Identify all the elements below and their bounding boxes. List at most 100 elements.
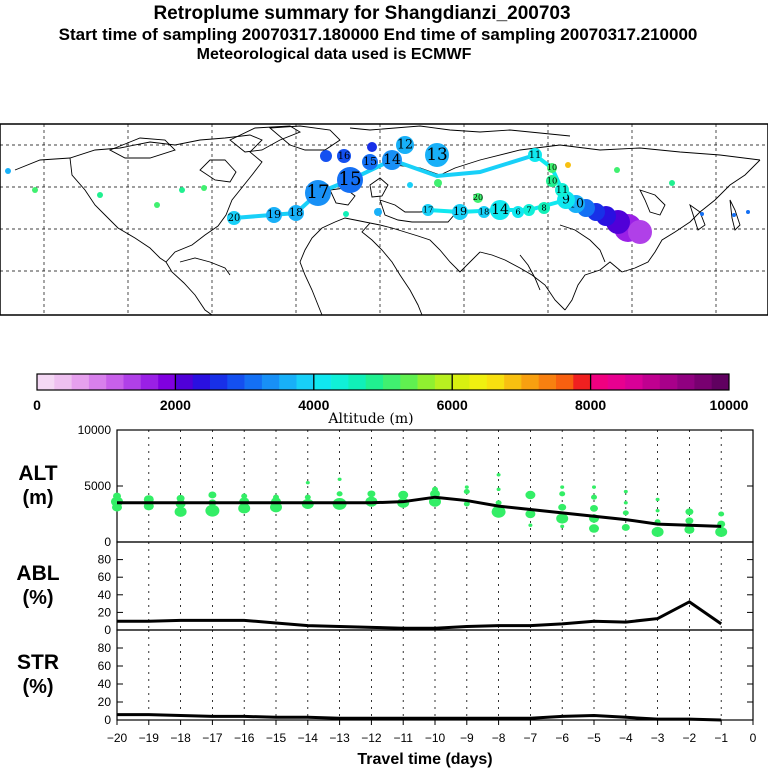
altitude-point [208, 491, 217, 499]
plume-point [288, 205, 304, 221]
altitude-point [592, 485, 596, 489]
altitude-point [174, 506, 187, 517]
colorbar-swatch [37, 374, 55, 390]
x-tick-label: −13 [329, 731, 350, 745]
plume-day-label: 8 [541, 202, 546, 212]
colorbar-swatch [469, 374, 488, 390]
plume-point [227, 211, 241, 225]
time-series-panels: 0500010000ALT(m)020406080ABL(%)020406080… [16, 423, 756, 768]
altitude-point [273, 494, 279, 500]
altitude-point [398, 490, 409, 500]
y-tick-label: 60 [98, 659, 112, 673]
plume-point [422, 204, 434, 216]
plume-point [337, 167, 363, 193]
x-tick-label: −16 [234, 731, 255, 745]
altitude-point [685, 517, 694, 525]
panel-ylabel-unit: (%) [22, 587, 53, 609]
plume-day-label: 15 [363, 155, 377, 168]
panel-ylabel: ALT [18, 462, 57, 485]
plume-point [628, 220, 652, 244]
x-tick-label: −6 [555, 731, 569, 745]
plume-point [396, 136, 414, 154]
plume-point [700, 212, 704, 216]
colorbar-swatch [677, 374, 695, 390]
x-tick-label: −11 [393, 731, 413, 745]
plume-point [538, 202, 550, 214]
colorbar-swatch [711, 374, 730, 390]
plume-point [407, 182, 413, 188]
x-tick-label: −8 [492, 731, 506, 745]
altitude-point [304, 494, 311, 500]
panel-ylabel: STR [17, 651, 59, 674]
x-tick-label: 0 [750, 731, 757, 745]
plume-point [179, 187, 185, 193]
y-tick-label: 80 [98, 553, 112, 567]
altitude-point [463, 501, 470, 507]
colorbar-tick-label: 10000 [710, 397, 749, 413]
colorbar-tick-label: 8000 [575, 397, 606, 413]
y-tick-label: 5000 [84, 479, 111, 493]
plume-day-label: 18 [289, 206, 303, 219]
colorbar-swatch [88, 374, 107, 390]
colorbar-swatch [192, 374, 211, 390]
y-tick-label: 10000 [78, 423, 112, 437]
colorbar-tick-label: 6000 [437, 397, 468, 413]
x-tick-label: −2 [683, 731, 697, 745]
plume-day-label: 13 [426, 144, 447, 164]
y-tick-label: 0 [104, 713, 111, 727]
mean-altitude-line [117, 495, 722, 528]
altitude-point [622, 510, 629, 516]
colorbar-swatch [175, 374, 193, 390]
colorbar-swatch [140, 374, 159, 390]
plume-day-label: 6 [515, 206, 520, 216]
colorbar-swatch [106, 374, 124, 390]
y-tick-label: 0 [104, 623, 111, 637]
plume-point [614, 167, 620, 173]
plume-point [97, 192, 103, 198]
plume-point [732, 213, 736, 217]
plume-day-label: 14 [383, 152, 401, 168]
x-tick-label: −14 [298, 731, 319, 745]
x-tick-label: −12 [361, 731, 382, 745]
y-tick-label: 80 [98, 641, 112, 655]
y-tick-label: 20 [98, 605, 112, 619]
altitude-point [337, 477, 342, 481]
plume-point [555, 183, 569, 197]
altitude-point [685, 508, 694, 516]
plume-point [565, 162, 571, 168]
y-tick-label: 60 [98, 570, 112, 584]
altitude-point [464, 485, 469, 489]
colorbar-swatch [538, 374, 557, 390]
colorbar-swatch [365, 374, 384, 390]
plume-point [337, 149, 351, 163]
plume-point [523, 204, 535, 216]
colorbar-swatch [279, 374, 297, 390]
plume-point [669, 180, 675, 186]
plume-point [478, 206, 490, 218]
plume-day-label: 17 [306, 182, 329, 203]
colorbar-tick-label: 0 [33, 397, 41, 413]
colorbar-swatch [486, 374, 505, 390]
plume-point [201, 185, 207, 191]
sampling-time-subtitle: Start time of sampling 20070317.180000 E… [58, 25, 698, 44]
x-tick-label: −17 [202, 731, 223, 745]
altitude-point [623, 489, 628, 494]
altitude-point [463, 489, 470, 495]
colorbar-swatch [452, 374, 470, 390]
altitude-point [305, 480, 310, 485]
x-tick-label: −10 [425, 731, 446, 745]
plume-points: 1091110101187614182019171312141515161718… [5, 136, 750, 244]
panel-frame [116, 629, 754, 721]
colorbar-swatch [400, 374, 418, 390]
altitude-point [684, 525, 695, 534]
plume-point [305, 180, 331, 206]
plume-point [5, 168, 11, 174]
altitude-point [495, 500, 502, 506]
meteorological-data-line: Meteorological data used is ECMWF [196, 46, 472, 63]
plume-point [746, 210, 750, 214]
colorbar-swatch [227, 374, 245, 390]
chart-title: Retroplume summary for Shangdianzi_20070… [153, 3, 571, 24]
plume-day-label: 10 [547, 163, 557, 172]
